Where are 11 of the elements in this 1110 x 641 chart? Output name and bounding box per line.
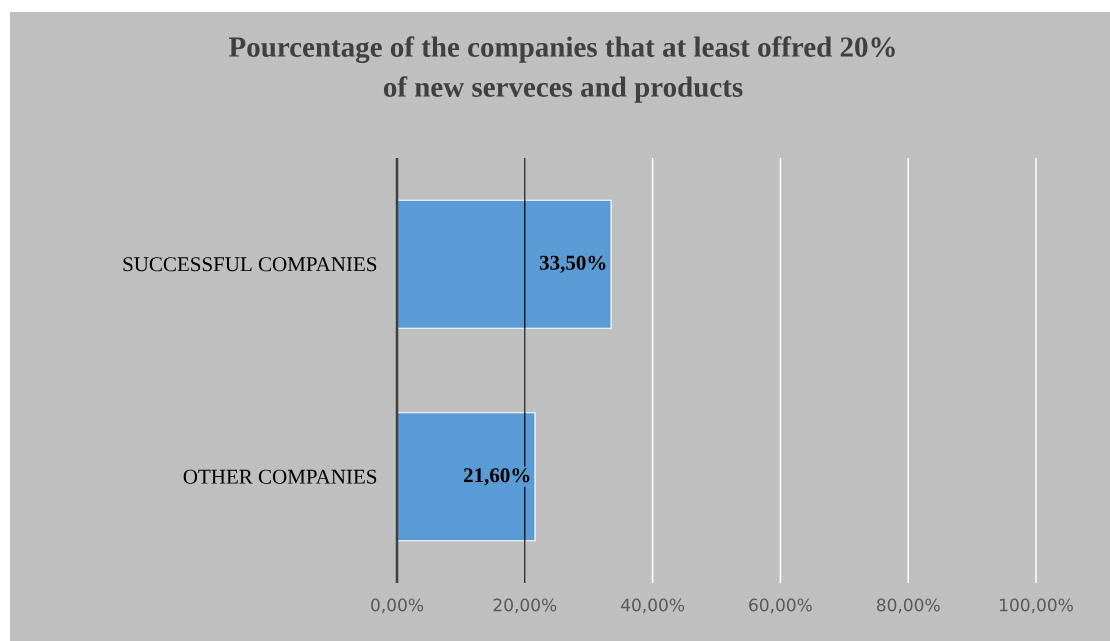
data-label: 33,50% (539, 255, 606, 273)
x-tick-label: 100,00% (1000, 598, 1073, 614)
chart-title: Pourcentage of the companies that at least offred 20% of new serveces and products (228, 36, 895, 103)
x-tick-label: 60,00% (749, 598, 812, 614)
x-tick-label: 20,00% (493, 598, 557, 614)
y-tick-label: SUCCESSFUL COMPANIES (123, 257, 377, 272)
x-tick-label: 40,00% (621, 598, 685, 614)
x-tick-label: 0,00% (371, 598, 424, 614)
x-tick-label: 80,00% (876, 598, 940, 614)
y-tick-label: OTHER COMPANIES (183, 469, 377, 484)
data-label: 21,60% (463, 468, 530, 486)
